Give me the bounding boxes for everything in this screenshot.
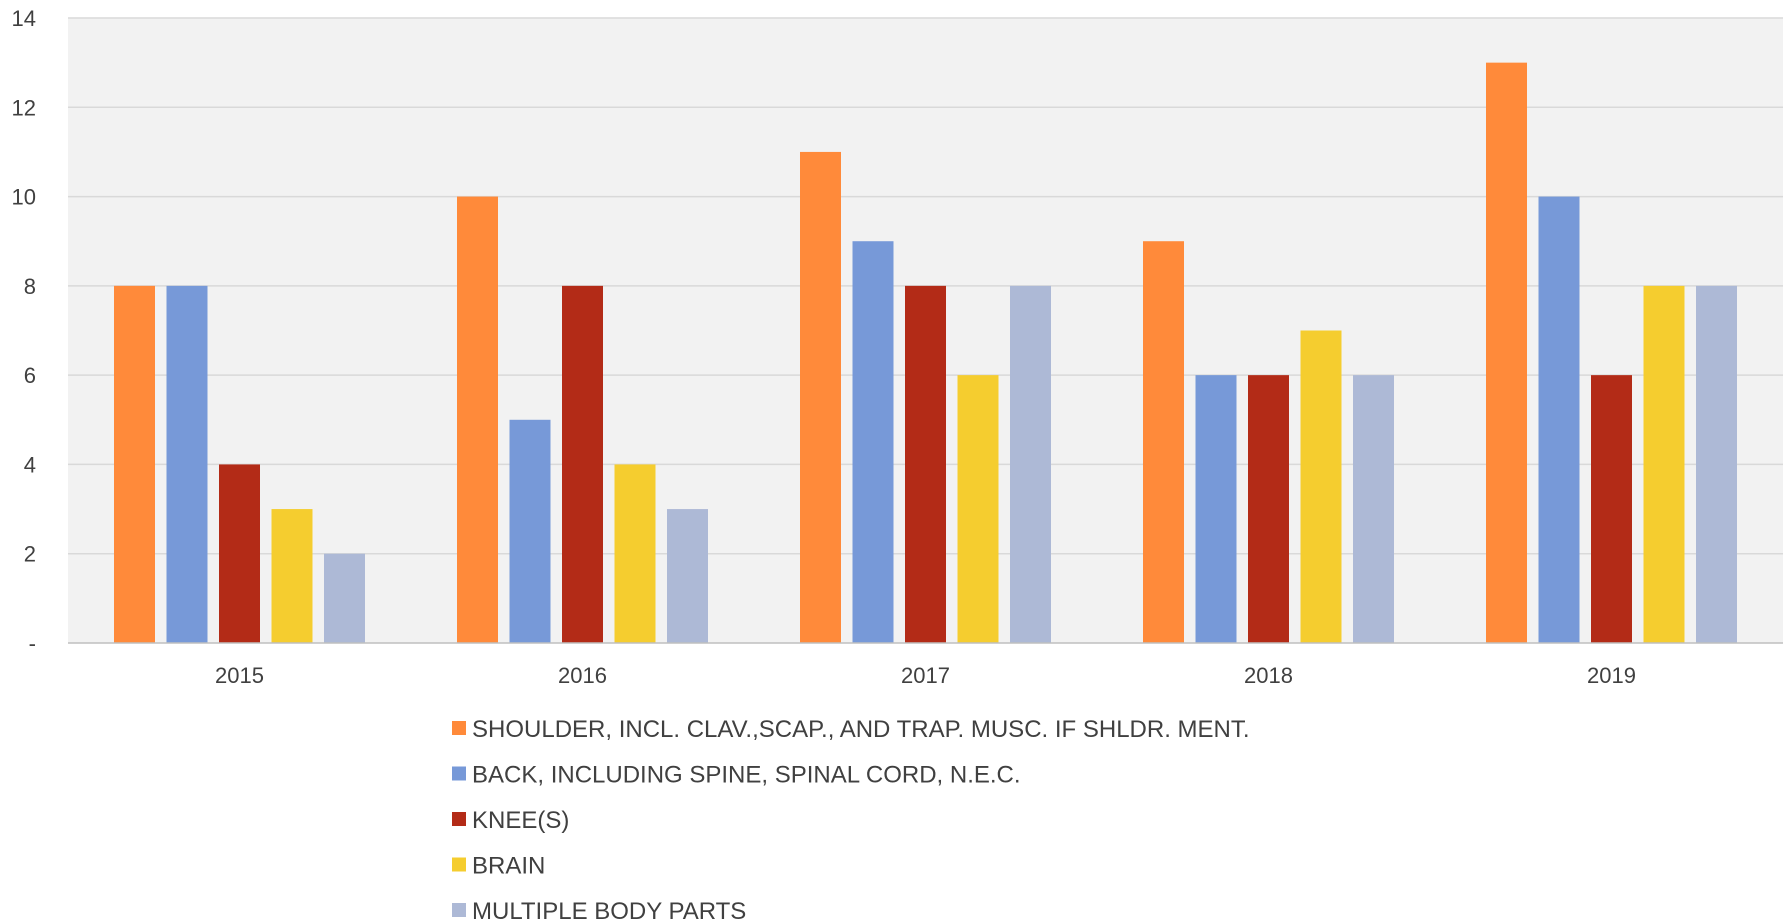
y-tick-label: 12 bbox=[12, 95, 36, 120]
x-tick-label: 2018 bbox=[1244, 663, 1293, 688]
bars bbox=[114, 62, 1737, 644]
x-tick-label: 2019 bbox=[1587, 663, 1636, 688]
bar bbox=[1248, 375, 1289, 643]
bar bbox=[852, 241, 894, 643]
y-tick-label: 8 bbox=[24, 274, 36, 299]
x-tick-label: 2017 bbox=[901, 663, 950, 688]
legend-swatch bbox=[452, 812, 466, 826]
y-axis-ticks: - 2 4 6 8 10 12 14 bbox=[12, 6, 36, 656]
legend-label: SHOULDER, INCL. CLAV.,SCAP., AND TRAP. M… bbox=[472, 716, 1250, 743]
legend-swatch bbox=[452, 721, 466, 735]
bar bbox=[509, 419, 551, 643]
bar bbox=[1538, 196, 1580, 644]
y-tick-label: 2 bbox=[24, 542, 36, 567]
x-tick-label: 2016 bbox=[558, 663, 607, 688]
y-tick-label: 4 bbox=[24, 452, 36, 477]
bar bbox=[1010, 285, 1051, 643]
bar bbox=[219, 464, 260, 643]
legend-swatch bbox=[452, 766, 466, 781]
legend-label: KNEE(S) bbox=[472, 807, 569, 834]
bar bbox=[271, 509, 313, 643]
bar bbox=[114, 285, 155, 643]
bar bbox=[562, 285, 603, 643]
legend-swatch bbox=[452, 857, 466, 872]
y-tick-label: - bbox=[29, 631, 36, 656]
bar bbox=[800, 151, 841, 643]
bar bbox=[166, 285, 208, 643]
bar bbox=[1591, 375, 1632, 643]
bar bbox=[1696, 285, 1737, 643]
x-axis-ticks: 2015 2016 2017 2018 2019 bbox=[215, 663, 1636, 688]
bar bbox=[1195, 375, 1237, 643]
bar bbox=[1643, 285, 1685, 643]
bar bbox=[667, 509, 708, 643]
bar bbox=[1353, 375, 1394, 643]
y-tick-label: 6 bbox=[24, 363, 36, 388]
bar bbox=[614, 464, 656, 643]
bar bbox=[324, 553, 365, 643]
bar bbox=[1486, 62, 1527, 643]
bar bbox=[457, 196, 498, 644]
legend-swatch bbox=[452, 903, 466, 917]
y-tick-label: 14 bbox=[12, 6, 36, 31]
legend-label: MULTIPLE BODY PARTS bbox=[472, 898, 746, 924]
y-tick-label: 10 bbox=[12, 185, 36, 210]
bar bbox=[957, 375, 999, 643]
bar bbox=[1143, 241, 1184, 643]
bar bbox=[1300, 330, 1342, 643]
legend-label: BACK, INCLUDING SPINE, SPINAL CORD, N.E.… bbox=[472, 762, 1021, 789]
legend: SHOULDER, INCL. CLAV.,SCAP., AND TRAP. M… bbox=[452, 716, 1250, 924]
legend-label: BRAIN bbox=[472, 853, 545, 880]
bar bbox=[905, 285, 946, 643]
x-tick-label: 2015 bbox=[215, 663, 264, 688]
